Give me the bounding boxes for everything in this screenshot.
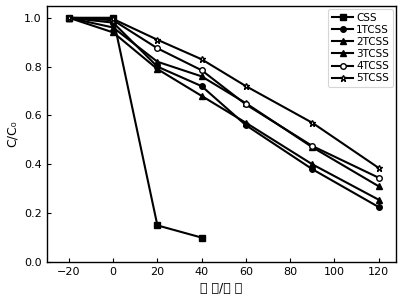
4TCSS xyxy=(66,16,71,20)
5TCSS xyxy=(199,57,204,61)
Line: CSS: CSS xyxy=(66,15,204,240)
2TCSS xyxy=(155,67,160,71)
Legend: CSS, 1TCSS, 2TCSS, 3TCSS, 4TCSS, 5TCSS: CSS, 1TCSS, 2TCSS, 3TCSS, 4TCSS, 5TCSS xyxy=(327,9,392,87)
5TCSS xyxy=(110,17,115,21)
3TCSS xyxy=(110,26,115,29)
3TCSS xyxy=(309,145,314,149)
4TCSS xyxy=(199,69,204,72)
1TCSS xyxy=(199,84,204,88)
5TCSS xyxy=(309,121,314,125)
3TCSS xyxy=(199,75,204,78)
2TCSS xyxy=(309,163,314,166)
4TCSS xyxy=(110,18,115,22)
Line: 2TCSS: 2TCSS xyxy=(66,15,381,203)
Line: 3TCSS: 3TCSS xyxy=(66,15,381,189)
4TCSS xyxy=(375,176,380,180)
2TCSS xyxy=(199,94,204,98)
3TCSS xyxy=(243,101,248,105)
5TCSS xyxy=(375,166,380,170)
Line: 1TCSS: 1TCSS xyxy=(66,15,381,210)
1TCSS xyxy=(110,21,115,24)
3TCSS xyxy=(375,185,380,188)
Y-axis label: C/C₀: C/C₀ xyxy=(6,120,18,147)
3TCSS xyxy=(66,16,71,20)
1TCSS xyxy=(309,167,314,171)
2TCSS xyxy=(66,16,71,20)
5TCSS xyxy=(243,84,248,88)
CSS xyxy=(199,236,204,239)
Line: 4TCSS: 4TCSS xyxy=(66,15,381,181)
4TCSS xyxy=(243,103,248,106)
1TCSS xyxy=(66,16,71,20)
CSS xyxy=(110,16,115,20)
2TCSS xyxy=(243,121,248,125)
1TCSS xyxy=(155,65,160,68)
X-axis label: 时 间/分 钟: 时 间/分 钟 xyxy=(200,282,242,296)
CSS xyxy=(155,224,160,227)
Line: 5TCSS: 5TCSS xyxy=(65,14,381,172)
3TCSS xyxy=(155,60,160,64)
1TCSS xyxy=(375,205,380,209)
CSS xyxy=(66,16,71,20)
2TCSS xyxy=(375,198,380,202)
4TCSS xyxy=(155,46,160,50)
1TCSS xyxy=(243,123,248,127)
4TCSS xyxy=(309,144,314,148)
2TCSS xyxy=(110,31,115,34)
5TCSS xyxy=(155,38,160,42)
5TCSS xyxy=(66,16,71,20)
